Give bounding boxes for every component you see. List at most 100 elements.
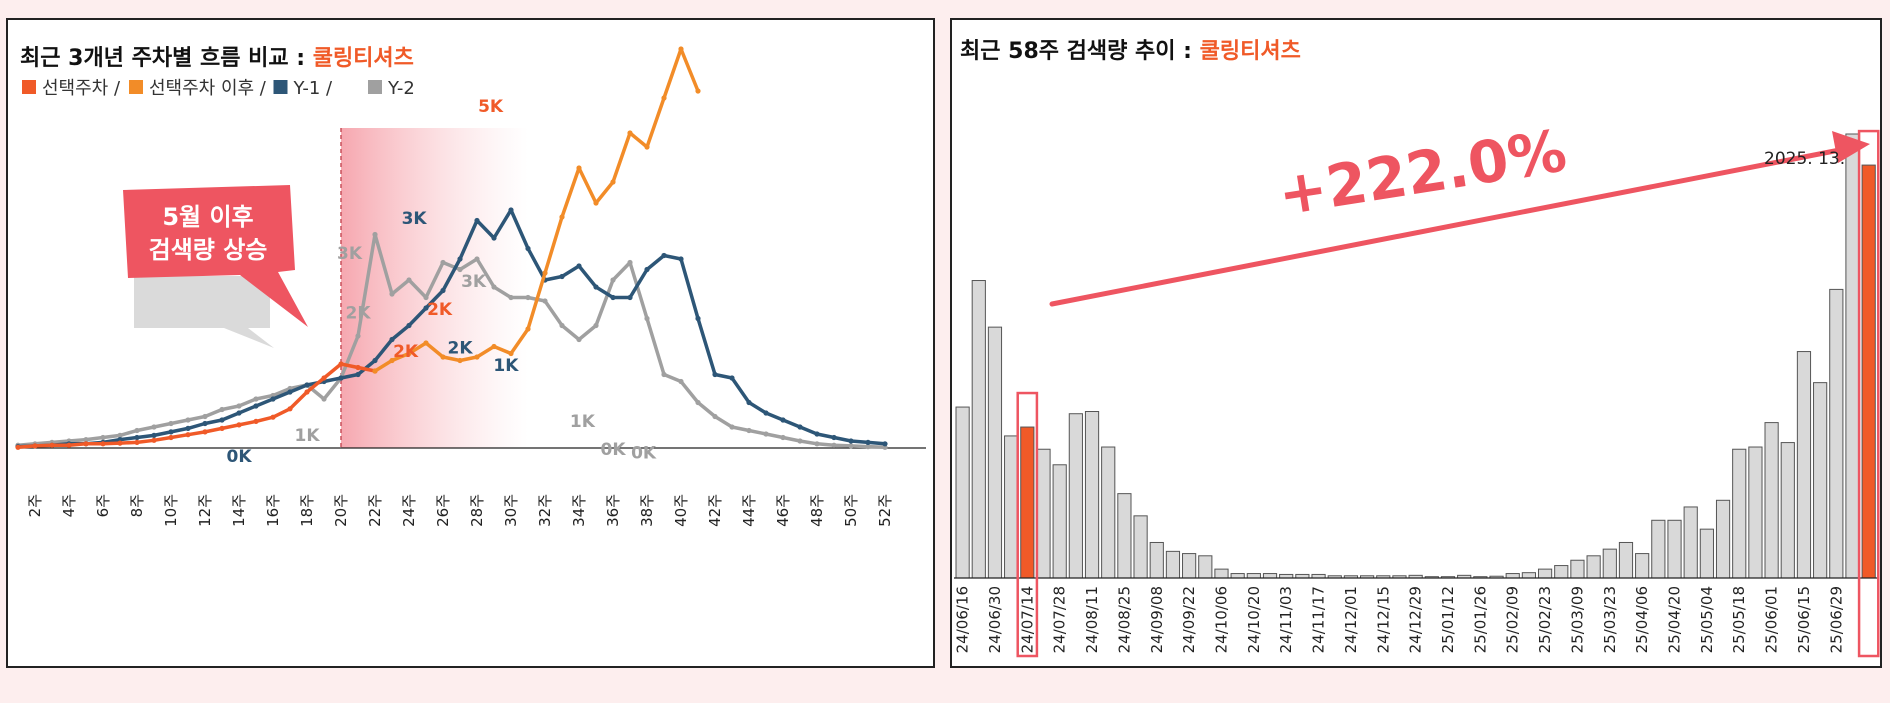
x-tick-6: 24/09/08 bbox=[1148, 586, 1166, 653]
series-point-1-27 bbox=[474, 354, 480, 360]
series-point-3-24 bbox=[423, 294, 429, 301]
change-arrow bbox=[1049, 131, 1870, 307]
series-point-2-45 bbox=[780, 417, 786, 423]
x-tick-17: 36주 bbox=[604, 494, 622, 527]
x-tick-11: 24/11/17 bbox=[1310, 586, 1328, 653]
x-tick-6: 14주 bbox=[230, 494, 248, 527]
legend-label-2: Y-1 / bbox=[293, 78, 334, 99]
series-point-3-47 bbox=[814, 441, 820, 447]
legend-swatch-3 bbox=[368, 80, 382, 94]
series-point-2-33 bbox=[576, 263, 582, 269]
callout: 5월 이후 검색량 상승 bbox=[123, 185, 308, 348]
series-point-2-49 bbox=[848, 438, 854, 444]
series-point-2-7 bbox=[134, 434, 140, 441]
series-point-1-21 bbox=[372, 368, 378, 374]
series-point-2-42 bbox=[729, 375, 735, 381]
series-point-2-30 bbox=[525, 245, 531, 252]
series-point-0-3 bbox=[66, 442, 72, 448]
series-point-3-21 bbox=[372, 231, 378, 238]
series-point-2-41 bbox=[712, 371, 718, 378]
series-point-2-13 bbox=[236, 410, 242, 416]
x-tick-18: 38주 bbox=[638, 494, 656, 527]
bar-2 bbox=[987, 326, 1003, 579]
x-tick-18: 25/02/23 bbox=[1536, 586, 1554, 653]
weekly-trend-chart: 최근 58주 검색량 추이 : 쿨링티셔츠 24/06/16 24/06/30 24… bbox=[954, 39, 1880, 658]
series-point-2-29 bbox=[508, 207, 514, 213]
x-tick-15: 25/01/12 bbox=[1439, 586, 1457, 653]
legend-swatch-1 bbox=[129, 80, 143, 94]
series-point-0-15 bbox=[270, 414, 276, 420]
series-point-2-51 bbox=[882, 441, 888, 447]
series-point-1-33 bbox=[576, 165, 582, 171]
series-point-2-22 bbox=[389, 336, 395, 343]
x-tick-22: 25/04/20 bbox=[1666, 586, 1684, 653]
series-point-2-46 bbox=[797, 424, 803, 430]
series-point-2-15 bbox=[270, 396, 276, 402]
bar-0 bbox=[955, 406, 970, 579]
series-point-3-46 bbox=[797, 438, 803, 444]
bar-41 bbox=[1618, 541, 1634, 579]
series-point-3-32 bbox=[559, 322, 565, 329]
chart-title: 최근 58주 검색량 추이 : 쿨링티셔츠 bbox=[960, 39, 1301, 64]
series-point-3-44 bbox=[763, 431, 769, 437]
series-point-3-12 bbox=[219, 406, 225, 413]
series-point-1-26 bbox=[457, 357, 463, 364]
series-point-2-10 bbox=[185, 425, 191, 431]
data-label-5: 3K bbox=[402, 209, 428, 229]
series-point-3-43 bbox=[746, 427, 752, 434]
bar-56 bbox=[1861, 164, 1876, 579]
series-point-1-24 bbox=[423, 340, 429, 346]
series-point-3-4 bbox=[83, 437, 89, 443]
legend-label-0: 선택주차 / bbox=[42, 78, 121, 99]
series-point-0-13 bbox=[236, 422, 242, 428]
bar-8 bbox=[1084, 411, 1100, 579]
bar-45 bbox=[1683, 506, 1698, 579]
series-point-2-25 bbox=[440, 287, 446, 294]
series-point-3-14 bbox=[253, 396, 259, 402]
x-tick-4: 10주 bbox=[162, 494, 180, 527]
series-point-0-1 bbox=[32, 443, 38, 449]
series-point-3-28 bbox=[491, 284, 497, 290]
x-tick-4: 24/08/11 bbox=[1083, 586, 1101, 653]
arrow-head bbox=[1832, 131, 1870, 163]
x-tick-10: 24/11/03 bbox=[1277, 586, 1295, 653]
series-point-3-35 bbox=[610, 277, 616, 283]
legend: 선택주차 / 선택주차 이후 / Y-1 / Y-2 bbox=[22, 78, 415, 99]
legend-label-3: Y-2 bbox=[387, 78, 415, 99]
x-tick-21: 44주 bbox=[740, 494, 758, 527]
x-tick-8: 18주 bbox=[298, 494, 316, 527]
bar-53 bbox=[1813, 382, 1828, 579]
series-point-2-43 bbox=[746, 399, 752, 406]
x-tick-14: 30주 bbox=[502, 494, 520, 527]
x-tick-0: 24/06/16 bbox=[954, 586, 972, 653]
series-point-3-33 bbox=[576, 336, 582, 343]
series-point-3-40 bbox=[695, 399, 701, 406]
series-point-2-48 bbox=[831, 434, 837, 441]
series-point-3-49 bbox=[848, 443, 854, 449]
bar-36 bbox=[1537, 568, 1553, 579]
data-label-9: 5K bbox=[478, 97, 504, 117]
series-point-2-23 bbox=[406, 322, 412, 329]
data-label-10: 1K bbox=[493, 356, 519, 376]
legend-label-1: 선택주차 이후 / bbox=[149, 78, 267, 99]
series-point-2-47 bbox=[814, 431, 820, 437]
callout-line-2: 검색량 상승 bbox=[149, 236, 268, 264]
bar-14 bbox=[1182, 553, 1197, 579]
legend-swatch-0 bbox=[22, 80, 36, 94]
series-point-1-40 bbox=[695, 88, 701, 94]
series-point-0-14 bbox=[253, 418, 259, 424]
chart-title: 최근 3개년 주차별 흐름 비교 : 쿨링티셔츠 bbox=[20, 46, 414, 71]
x-tick-23: 25/05/04 bbox=[1698, 586, 1716, 653]
series-point-1-32 bbox=[559, 214, 565, 220]
series-point-2-50 bbox=[865, 439, 871, 445]
series-point-1-37 bbox=[644, 144, 650, 150]
series-point-3-20 bbox=[355, 333, 361, 339]
x-tick-20: 42주 bbox=[706, 494, 724, 527]
series-point-3-37 bbox=[644, 315, 650, 322]
x-tick-5: 24/08/25 bbox=[1115, 586, 1133, 653]
x-tick-10: 22주 bbox=[366, 494, 384, 527]
data-label-11: 1K bbox=[570, 412, 596, 432]
series-point-2-38 bbox=[661, 252, 667, 259]
series-point-2-34 bbox=[593, 284, 599, 290]
